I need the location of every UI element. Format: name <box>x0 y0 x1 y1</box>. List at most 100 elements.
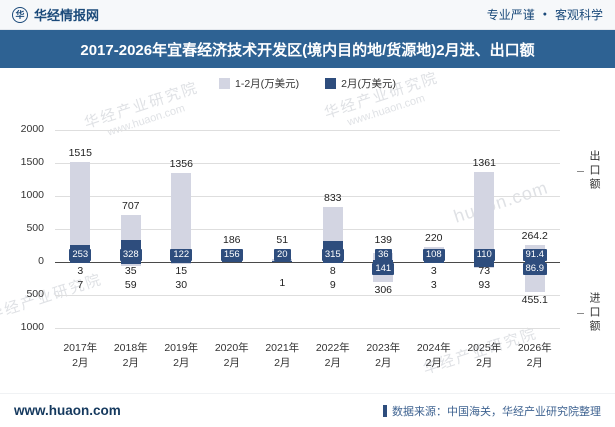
chart-column: 707 328 35 59 <box>106 130 157 328</box>
label-janfeb-export-value: 220 <box>424 232 443 245</box>
bar-janfeb-export <box>474 172 495 262</box>
x-axis-label: 2023年 2月 <box>358 341 409 371</box>
watermark-text: 华经产业研究院 <box>322 69 441 123</box>
label-feb-import-value: 3 <box>430 265 437 277</box>
x-axis-label-year: 2025年 <box>467 342 502 354</box>
label-feb-export-value: 122 <box>146 249 217 261</box>
label-feb-export-value-chip: 315 <box>321 249 344 261</box>
y-axis-tick-label: 500 <box>26 222 44 234</box>
chart-column: 264.2 91.4 86.9 455.1 <box>510 130 561 328</box>
label-feb-export-value: 20 <box>247 249 318 261</box>
label-feb-export-value-chip: 108 <box>422 249 445 261</box>
bar-feb-import <box>474 262 495 267</box>
x-axis-label-month: 2月 <box>173 357 190 369</box>
grid-line <box>55 229 560 230</box>
x-axis-label-month: 2月 <box>375 357 392 369</box>
dot-separator-icon: ● <box>542 10 547 18</box>
slogan-right: 客观科学 <box>554 8 603 22</box>
x-axis-label: 2021年 2月 <box>257 341 308 371</box>
label-janfeb-import-value: 30 <box>175 279 188 291</box>
legend-swatch-janfeb <box>218 78 230 89</box>
x-axis-label: 2022年 2月 <box>308 341 359 371</box>
label-janfeb-import-value: 93 <box>478 279 491 291</box>
label-feb-export-value-chip: 91.4 <box>522 249 547 261</box>
label-janfeb-export-value: 1515 <box>68 147 92 159</box>
chart-column: 186 156 <box>207 130 258 328</box>
x-axis-label-year: 2023年 <box>366 342 401 354</box>
y-axis-tick-label: 1500 <box>20 156 44 168</box>
right-axis-tick-top <box>577 171 584 172</box>
brand-name: 华经情报网 <box>34 8 100 23</box>
header-slogan: 专业严谨 ● 客观科学 <box>487 6 603 23</box>
label-janfeb-export-value: 264.2 <box>521 229 548 242</box>
source-bar-icon <box>383 404 387 417</box>
x-axis-label-month: 2月 <box>526 357 543 369</box>
bar-janfeb-export <box>70 162 91 262</box>
grid-line <box>55 196 560 197</box>
huajing-logo-icon: 华 <box>12 6 28 23</box>
label-janfeb-export-value: 1356 <box>169 157 193 170</box>
label-feb-export-value-chip: 110 <box>473 249 495 261</box>
x-axis-label: 2019年 2月 <box>156 341 207 371</box>
x-axis-label-year: 2019年 <box>164 342 199 354</box>
legend-item-janfeb: 1-2月(万美元) <box>218 76 299 91</box>
y-axis: 2000 1500 1000 500 0 500 1000 <box>0 0 50 427</box>
label-feb-import-value: 86.9 <box>500 263 571 275</box>
label-janfeb-import-value: 7 <box>77 279 84 291</box>
label-feb-import-value: 3 <box>77 265 84 277</box>
legend-item-feb: 2月(万美元) <box>325 76 396 91</box>
label-feb-import-value: 8 <box>329 265 336 277</box>
y-axis-tick-label: 0 <box>38 255 44 267</box>
x-axis-label: 2018年 2月 <box>106 341 157 371</box>
x-axis-label-year: 2026年 <box>517 342 552 354</box>
x-axis-label-year: 2022年 <box>315 342 350 354</box>
bar-feb-import <box>322 262 343 263</box>
y-axis-tick-label: 500 <box>26 288 44 300</box>
label-feb-import-value: 15 <box>175 265 188 277</box>
x-axis-label: 2024年 2月 <box>409 341 460 371</box>
source-text: 数据来源：中国海关，华经产业研究院整理 <box>392 405 601 418</box>
label-janfeb-export-value: 707 <box>121 200 140 213</box>
x-axis-label-year: 2020年 <box>214 342 249 354</box>
right-axis-tick-bottom <box>577 313 584 314</box>
chart-title: 2017-2026年宜春经济技术开发区(境内目的地/货源地)2月进、出口额 <box>80 41 535 59</box>
label-janfeb-import-value: 9 <box>329 279 336 291</box>
label-janfeb-import-value: 3 <box>430 279 437 291</box>
label-janfeb-import-value: 306 <box>374 284 393 297</box>
x-axis-label-year: 2018年 <box>113 342 148 354</box>
label-feb-export-value-chip: 253 <box>69 249 92 261</box>
chart-title-banner: 2017-2026年宜春经济技术开发区(境内目的地/货源地)2月进、出口额 <box>0 30 615 68</box>
bar-janfeb-import <box>171 262 192 264</box>
label-feb-export-value: 110 <box>449 249 520 261</box>
chart-column: 51 20 1 <box>257 130 308 328</box>
x-axis-label-month: 2月 <box>476 357 493 369</box>
x-axis-label-month: 2月 <box>122 357 139 369</box>
label-feb-export-value-chip: 122 <box>170 249 193 261</box>
x-axis-label-month: 2月 <box>425 357 442 369</box>
x-axis-label-month: 2月 <box>274 357 291 369</box>
chart-column: 139 36 141 306 <box>358 130 409 328</box>
site-header: 华 华经情报网 专业严谨 ● 客观科学 <box>0 0 615 30</box>
x-axis-label-year: 2017年 <box>63 342 98 354</box>
bar-feb-export <box>272 260 293 262</box>
footer-site-link: www.huaon.com <box>14 403 121 418</box>
bar-janfeb-export <box>171 172 192 262</box>
chart-column: 833 315 8 9 <box>308 130 359 328</box>
y-axis-tick-label: 2000 <box>20 123 44 135</box>
label-feb-import-value-chip: 141 <box>372 263 395 275</box>
grid-line <box>55 130 560 131</box>
y-axis-tick-label: 1000 <box>20 189 44 201</box>
label-janfeb-import-value: 455.1 <box>521 294 548 307</box>
label-janfeb-export-value: 51 <box>276 234 289 246</box>
label-janfeb-import-value: 1 <box>279 277 286 289</box>
right-axis-label-import: 进口额 <box>588 292 600 334</box>
plot-area: 1515 253 3 7 707 328 35 59 1356 122 15 30 186 156 51 20… <box>55 130 561 329</box>
label-janfeb-import-value: 59 <box>124 279 137 291</box>
label-feb-export-value: 253 <box>45 249 116 261</box>
slogan-left: 专业严谨 <box>486 8 535 22</box>
legend-swatch-feb <box>325 78 337 89</box>
label-feb-import-value-chip: 86.9 <box>522 263 547 275</box>
label-feb-export-value-chip: 328 <box>119 249 142 261</box>
bar-feb-import <box>171 262 192 263</box>
x-axis-label: 2026年 2月 <box>510 341 561 371</box>
